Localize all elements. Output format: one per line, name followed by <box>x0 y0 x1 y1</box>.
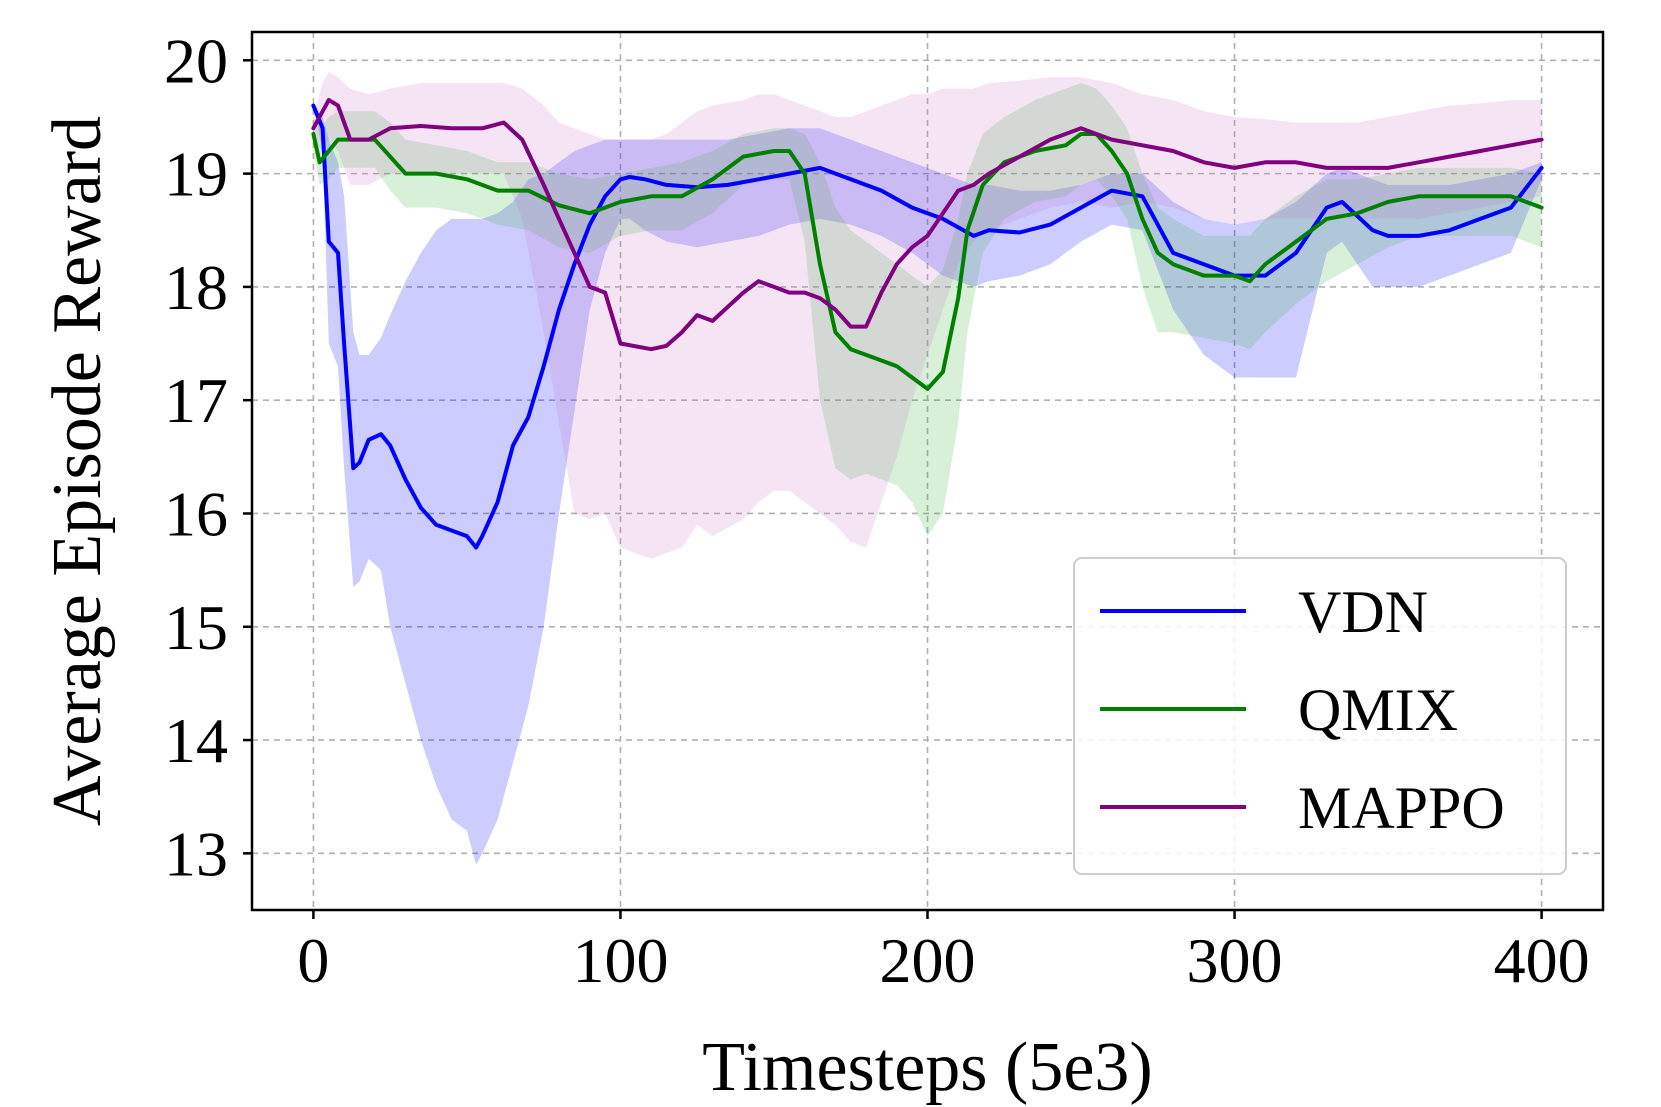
legend: VDN QMIX MAPPO <box>1073 557 1567 875</box>
x-tick-label: 0 <box>297 925 329 996</box>
series-lines <box>311 98 1544 550</box>
legend-label-qmix: QMIX <box>1298 677 1458 743</box>
legend-label-vdn: VDN <box>1298 579 1428 645</box>
x-tick-label: 300 <box>1187 925 1283 996</box>
x-axis-title: Timesteps (5e3) <box>702 1029 1152 1106</box>
qmix-line <box>311 132 1544 391</box>
y-tick-label: 15 <box>164 592 228 663</box>
y-tick-label: 19 <box>164 139 228 210</box>
y-tick-label: 18 <box>164 252 228 323</box>
vdn-confidence-band <box>313 105 1542 865</box>
qmix-confidence-band <box>313 83 1542 537</box>
y-tick-label: 13 <box>164 818 228 889</box>
x-tick-label: 100 <box>572 925 668 996</box>
mappo-line <box>311 98 1544 352</box>
axis-ticks: 0 100 200 300 400 13 14 15 16 17 18 19 20 <box>164 25 1590 996</box>
y-tick-label: 16 <box>164 478 228 549</box>
y-tick-label: 17 <box>164 365 228 436</box>
y-tick-label: 14 <box>164 705 228 776</box>
x-tick-label: 200 <box>880 925 976 996</box>
y-axis-title: Average Episode Reward <box>39 116 116 826</box>
confidence-bands <box>313 71 1542 865</box>
y-tick-label: 20 <box>164 25 228 96</box>
legend-label-mappo: MAPPO <box>1298 775 1505 841</box>
legend-box <box>1073 557 1567 875</box>
x-tick-label: 400 <box>1494 925 1590 996</box>
mappo-confidence-band <box>313 71 1542 559</box>
